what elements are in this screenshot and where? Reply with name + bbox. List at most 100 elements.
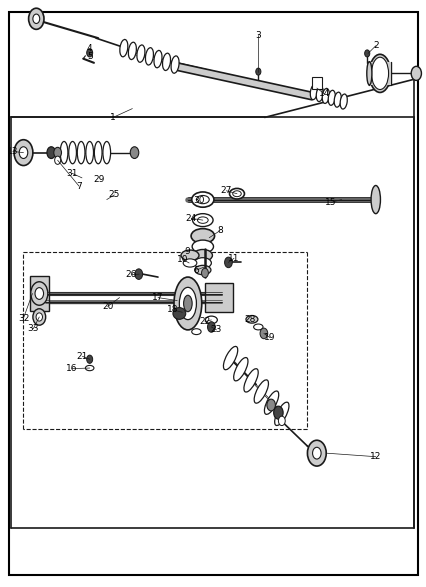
Ellipse shape bbox=[223, 346, 237, 370]
Circle shape bbox=[86, 49, 92, 57]
Text: 16: 16 bbox=[66, 364, 77, 373]
Text: 24: 24 bbox=[185, 214, 196, 223]
Text: 14: 14 bbox=[318, 89, 329, 99]
Ellipse shape bbox=[120, 39, 127, 57]
Ellipse shape bbox=[229, 188, 244, 199]
Text: 8: 8 bbox=[216, 226, 222, 235]
Ellipse shape bbox=[194, 258, 211, 268]
Text: 21: 21 bbox=[77, 352, 88, 361]
Text: 30: 30 bbox=[193, 196, 204, 205]
Circle shape bbox=[14, 140, 33, 166]
Ellipse shape bbox=[196, 195, 209, 204]
Circle shape bbox=[33, 14, 40, 23]
Text: 13: 13 bbox=[7, 147, 18, 156]
Ellipse shape bbox=[253, 324, 262, 330]
Ellipse shape bbox=[183, 295, 192, 312]
Circle shape bbox=[224, 257, 232, 268]
Ellipse shape bbox=[310, 85, 317, 100]
Bar bbox=[368, 62, 390, 85]
Ellipse shape bbox=[36, 313, 43, 321]
Circle shape bbox=[364, 50, 369, 57]
Ellipse shape bbox=[69, 141, 76, 164]
Ellipse shape bbox=[371, 57, 388, 89]
Ellipse shape bbox=[193, 249, 212, 261]
Ellipse shape bbox=[173, 308, 185, 319]
Ellipse shape bbox=[85, 365, 94, 371]
Ellipse shape bbox=[233, 357, 248, 381]
Text: 10: 10 bbox=[177, 255, 188, 264]
Ellipse shape bbox=[232, 191, 241, 197]
Ellipse shape bbox=[316, 86, 322, 102]
Text: 3: 3 bbox=[255, 31, 261, 40]
Text: 29: 29 bbox=[93, 174, 104, 184]
Ellipse shape bbox=[77, 141, 85, 164]
Ellipse shape bbox=[86, 141, 93, 164]
Circle shape bbox=[31, 282, 48, 305]
Circle shape bbox=[55, 156, 60, 164]
Ellipse shape bbox=[181, 250, 199, 261]
Ellipse shape bbox=[33, 309, 46, 325]
Circle shape bbox=[255, 68, 260, 75]
Text: 27: 27 bbox=[220, 186, 231, 195]
Ellipse shape bbox=[103, 141, 110, 164]
Ellipse shape bbox=[368, 55, 390, 92]
Ellipse shape bbox=[162, 53, 170, 70]
Text: 17: 17 bbox=[152, 293, 163, 302]
Circle shape bbox=[201, 268, 208, 278]
Text: 2: 2 bbox=[372, 41, 378, 50]
Ellipse shape bbox=[274, 402, 288, 426]
Circle shape bbox=[273, 406, 282, 419]
Circle shape bbox=[266, 399, 275, 411]
Ellipse shape bbox=[60, 141, 68, 164]
Circle shape bbox=[86, 355, 92, 363]
Ellipse shape bbox=[245, 316, 257, 323]
Text: 25: 25 bbox=[109, 190, 120, 200]
Text: 19: 19 bbox=[264, 333, 275, 342]
Text: 6: 6 bbox=[193, 265, 199, 275]
Ellipse shape bbox=[190, 228, 214, 243]
Text: 31: 31 bbox=[66, 168, 77, 178]
Ellipse shape bbox=[194, 265, 210, 275]
Ellipse shape bbox=[183, 259, 196, 267]
Text: 18: 18 bbox=[167, 305, 178, 315]
Ellipse shape bbox=[328, 90, 334, 105]
Circle shape bbox=[35, 288, 43, 299]
Ellipse shape bbox=[171, 56, 178, 73]
Circle shape bbox=[278, 416, 285, 426]
Text: 4: 4 bbox=[86, 43, 92, 53]
Ellipse shape bbox=[154, 50, 161, 68]
Text: 23: 23 bbox=[210, 325, 222, 335]
Ellipse shape bbox=[179, 288, 196, 319]
Ellipse shape bbox=[128, 42, 136, 59]
Text: 5: 5 bbox=[86, 52, 92, 62]
Ellipse shape bbox=[174, 277, 201, 330]
Bar bbox=[311, 77, 322, 89]
Polygon shape bbox=[177, 63, 311, 100]
Text: 12: 12 bbox=[369, 452, 380, 461]
Circle shape bbox=[19, 147, 28, 158]
Circle shape bbox=[259, 328, 267, 339]
Text: 1: 1 bbox=[110, 113, 116, 122]
Ellipse shape bbox=[322, 89, 328, 103]
Text: 26: 26 bbox=[126, 270, 137, 279]
Ellipse shape bbox=[205, 316, 217, 323]
Text: 28: 28 bbox=[244, 315, 255, 325]
Ellipse shape bbox=[366, 62, 371, 85]
Ellipse shape bbox=[192, 214, 213, 227]
Circle shape bbox=[410, 66, 420, 80]
Bar bbox=[204, 283, 232, 312]
Text: 11: 11 bbox=[228, 254, 239, 263]
Circle shape bbox=[307, 440, 325, 466]
Ellipse shape bbox=[370, 185, 380, 214]
Circle shape bbox=[29, 8, 44, 29]
Circle shape bbox=[130, 147, 138, 158]
Text: 20: 20 bbox=[102, 302, 113, 311]
Ellipse shape bbox=[192, 240, 213, 253]
Circle shape bbox=[54, 147, 61, 158]
Text: 7: 7 bbox=[76, 181, 82, 191]
Circle shape bbox=[312, 447, 320, 459]
Ellipse shape bbox=[145, 48, 153, 65]
Circle shape bbox=[47, 147, 55, 158]
Ellipse shape bbox=[253, 380, 268, 403]
Ellipse shape bbox=[264, 391, 278, 414]
